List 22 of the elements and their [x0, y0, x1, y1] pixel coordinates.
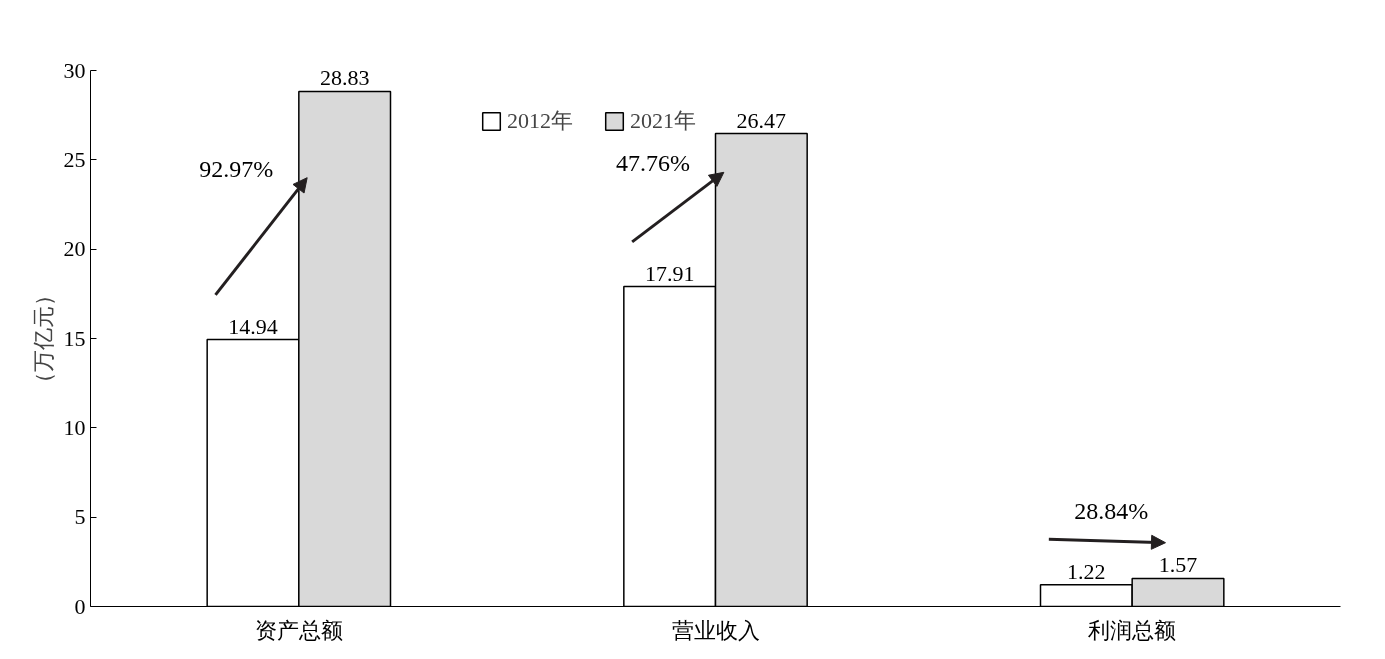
data-label: 14.94 — [228, 313, 278, 339]
legend-label: 2021年 — [630, 107, 696, 135]
y-tick-label: 0 — [74, 593, 86, 619]
x-tick-label: 利润总额 — [1088, 617, 1177, 643]
annotation: 47.76% — [616, 150, 690, 177]
y-tick-label: 5 — [74, 504, 86, 530]
x-tick-label: 营业收入 — [671, 617, 760, 643]
y-tick-label: 15 — [63, 325, 86, 351]
y-tick-label: 10 — [63, 414, 86, 440]
data-label: 17.91 — [644, 260, 695, 286]
legend-label: 2012年 — [507, 107, 573, 135]
y-tick-label: 20 — [63, 236, 86, 262]
x-tick-label: 资产总额 — [254, 617, 343, 643]
annotation: 28.84% — [1074, 497, 1149, 524]
y-tick-label: 25 — [63, 146, 86, 172]
annotation: 92.97% — [199, 155, 274, 182]
y-axis-title: （万亿元） — [30, 283, 56, 394]
data-label: 1.22 — [1067, 558, 1106, 584]
data-label: 28.83 — [319, 65, 370, 91]
data-label: 1.57 — [1158, 552, 1198, 578]
y-tick-label: 30 — [63, 57, 86, 83]
data-label: 26.47 — [736, 107, 787, 133]
